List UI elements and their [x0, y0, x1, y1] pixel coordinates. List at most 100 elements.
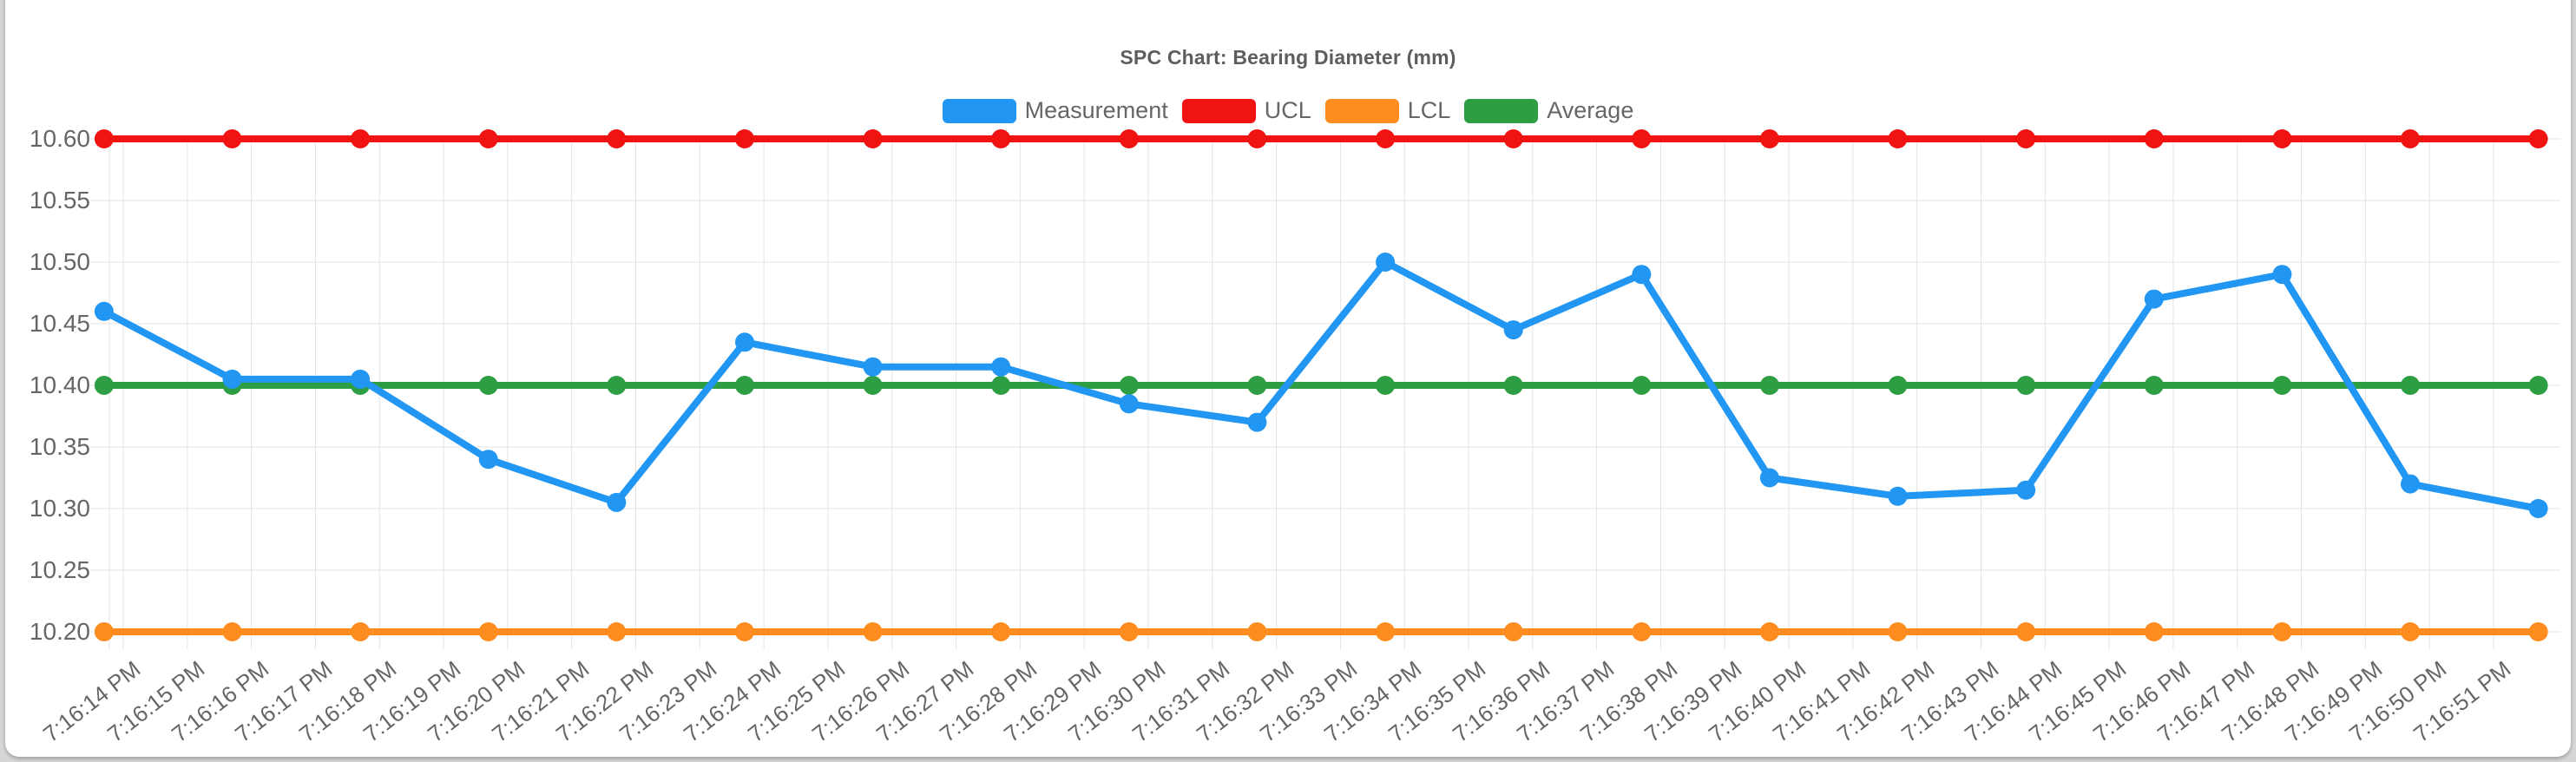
data-point[interactable] — [735, 376, 754, 395]
data-point[interactable] — [94, 376, 114, 395]
data-point[interactable] — [2272, 376, 2292, 395]
data-point[interactable] — [1632, 622, 1652, 641]
data-point[interactable] — [222, 369, 242, 389]
chart-title: SPC Chart: Bearing Diameter (mm) — [1120, 46, 1456, 69]
data-point[interactable] — [2016, 480, 2036, 500]
legend-swatch — [1181, 98, 1256, 123]
legend-swatch — [1324, 98, 1399, 123]
data-point[interactable] — [1119, 394, 1139, 414]
data-point[interactable] — [1632, 129, 1652, 148]
data-point[interactable] — [1759, 376, 1779, 395]
data-point[interactable] — [1247, 622, 1267, 641]
data-point[interactable] — [1247, 129, 1267, 148]
data-point[interactable] — [1632, 265, 1652, 285]
data-point[interactable] — [2272, 622, 2292, 641]
data-point[interactable] — [1888, 486, 1908, 506]
data-point[interactable] — [2401, 622, 2420, 641]
data-point[interactable] — [735, 332, 754, 352]
data-point[interactable] — [1119, 376, 1139, 395]
data-point[interactable] — [2144, 129, 2164, 148]
data-point[interactable] — [2401, 474, 2420, 494]
data-point[interactable] — [1888, 129, 1908, 148]
data-point[interactable] — [478, 376, 498, 395]
data-point[interactable] — [1503, 622, 1523, 641]
data-point[interactable] — [2272, 265, 2292, 285]
data-point[interactable] — [478, 129, 498, 148]
legend-item-ucl[interactable]: UCL — [1181, 97, 1311, 124]
data-point[interactable] — [2528, 499, 2548, 518]
data-point[interactable] — [2144, 622, 2164, 641]
y-tick-label: 10.45 — [29, 310, 90, 337]
data-point[interactable] — [607, 622, 627, 641]
y-tick-label: 10.35 — [29, 433, 90, 460]
data-point[interactable] — [94, 301, 114, 321]
data-point[interactable] — [478, 450, 498, 470]
data-point[interactable] — [1632, 376, 1652, 395]
gridlines — [90, 138, 2560, 649]
data-point[interactable] — [1376, 253, 1396, 272]
data-point[interactable] — [94, 129, 114, 148]
data-point[interactable] — [863, 129, 883, 148]
data-point[interactable] — [1759, 468, 1779, 488]
legend-label: UCL — [1264, 97, 1311, 123]
data-point[interactable] — [863, 376, 883, 395]
data-point[interactable] — [2401, 376, 2420, 395]
data-point[interactable] — [991, 357, 1011, 377]
data-point[interactable] — [2144, 376, 2164, 395]
data-point[interactable] — [222, 622, 242, 641]
data-point[interactable] — [735, 129, 754, 148]
y-tick-label: 10.55 — [29, 187, 90, 213]
data-point[interactable] — [2016, 376, 2036, 395]
data-point[interactable] — [863, 357, 883, 377]
data-point[interactable] — [351, 369, 371, 389]
data-point[interactable] — [1119, 129, 1139, 148]
data-point[interactable] — [1376, 376, 1396, 395]
data-point[interactable] — [1888, 376, 1908, 395]
data-point[interactable] — [1119, 622, 1139, 641]
data-point[interactable] — [2272, 129, 2292, 148]
data-point[interactable] — [1376, 129, 1396, 148]
data-point[interactable] — [478, 622, 498, 641]
data-point[interactable] — [1759, 622, 1779, 641]
data-point[interactable] — [735, 622, 754, 641]
data-point[interactable] — [351, 622, 371, 641]
legend-item-average[interactable]: Average — [1464, 97, 1633, 124]
data-point[interactable] — [94, 622, 114, 641]
data-point[interactable] — [222, 129, 242, 148]
y-tick-label: 10.30 — [29, 495, 90, 522]
data-point[interactable] — [2528, 622, 2548, 641]
data-point[interactable] — [991, 129, 1011, 148]
data-point[interactable] — [607, 129, 627, 148]
legend-item-lcl[interactable]: LCL — [1324, 97, 1450, 124]
legend-item-measurement[interactable]: Measurement — [942, 97, 1168, 124]
data-point[interactable] — [863, 622, 883, 641]
series-lcl — [94, 622, 2548, 641]
data-point[interactable] — [607, 492, 627, 512]
data-point[interactable] — [2144, 289, 2164, 309]
y-tick-label: 10.50 — [29, 248, 90, 275]
series-average — [94, 376, 2548, 395]
data-point[interactable] — [2016, 622, 2036, 641]
data-point[interactable] — [991, 376, 1011, 395]
data-point[interactable] — [1888, 622, 1908, 641]
data-point[interactable] — [2401, 129, 2420, 148]
data-point[interactable] — [1503, 376, 1523, 395]
data-point[interactable] — [2528, 129, 2548, 148]
data-point[interactable] — [2528, 376, 2548, 395]
data-point[interactable] — [607, 376, 627, 395]
data-point[interactable] — [1503, 129, 1523, 148]
data-point[interactable] — [1247, 376, 1267, 395]
chart-legend: Measurement UCL LCL Average — [0, 97, 2576, 124]
y-tick-label: 10.25 — [29, 556, 90, 583]
data-point[interactable] — [1759, 129, 1779, 148]
data-point[interactable] — [1247, 412, 1267, 432]
data-point[interactable] — [351, 129, 371, 148]
y-tick-label: 10.40 — [29, 371, 90, 398]
data-point[interactable] — [2016, 129, 2036, 148]
data-point[interactable] — [991, 622, 1011, 641]
data-point[interactable] — [1376, 622, 1396, 641]
data-point[interactable] — [1503, 320, 1523, 340]
